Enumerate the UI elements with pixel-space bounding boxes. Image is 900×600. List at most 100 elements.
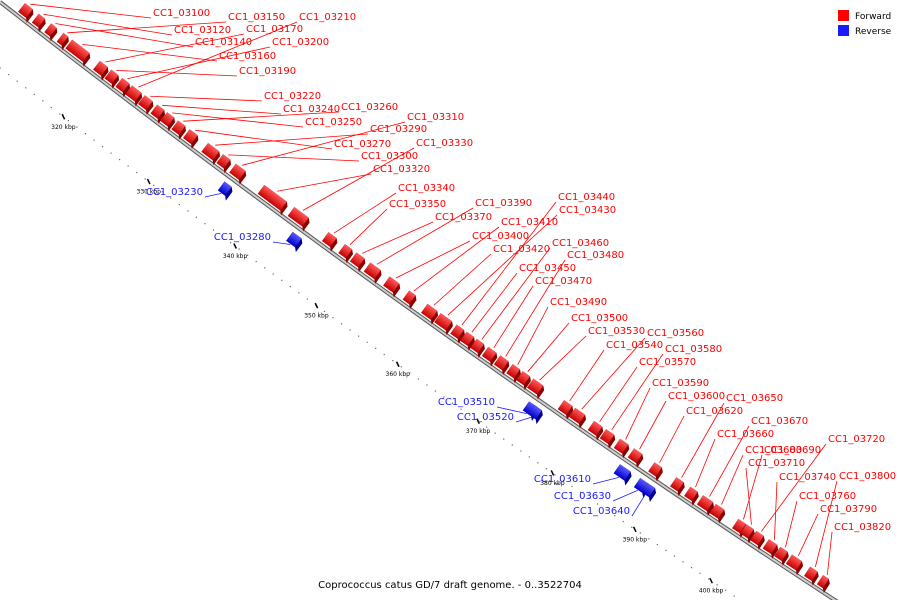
gene-cc1-03210[interactable] [123,85,144,107]
gene-cc1-03740[interactable] [761,539,780,559]
gene-cc1-03820[interactable] [815,575,832,593]
gene-cc1-03450[interactable] [458,331,477,351]
gene-cc1-03250[interactable] [158,112,177,132]
label-cc1-03640-leader [631,494,646,517]
scale-minor-tick [417,378,419,380]
gene-cc1-03480[interactable] [492,355,511,376]
gene-cc1-03560[interactable] [567,407,588,429]
gene-cc1-03600[interactable] [626,448,645,468]
label-cc1-03190-leader [116,69,238,77]
gene-cc1-03390[interactable] [362,262,384,284]
scale-minor-tick [562,479,565,482]
gene-cc1-03660[interactable] [682,486,700,506]
gene-cc1-03150[interactable] [55,32,71,51]
scale-minor-tick [332,317,334,319]
gene-cc1-03520[interactable] [526,405,545,425]
label-cc1-03200-leader [127,46,271,80]
label-cc1-03280-leader [272,241,291,245]
gene-cc1-03340[interactable] [320,232,339,252]
gene-cc1-03400[interactable] [381,276,402,298]
gene-cc1-03500[interactable] [514,371,533,391]
gene-cc1-03710[interactable] [738,524,756,544]
gene-cc1-03320[interactable] [256,184,290,216]
gene-cc1-03270[interactable] [181,129,201,149]
gene-cc1-03140[interactable] [42,23,59,42]
scale-minor-tick [247,254,249,256]
gene-cc1-03240[interactable] [148,104,167,124]
gene-cc1-03190[interactable] [102,69,121,89]
gene-cc1-03170[interactable] [91,60,111,81]
gene-cc1-03580[interactable] [598,429,617,449]
gene-cc1-03220[interactable] [136,95,156,115]
scale-minor-tick [443,396,445,398]
gene-cc1-03570[interactable] [586,420,605,441]
scale-minor-tick [426,384,428,386]
label-cc1-03760-leader [784,500,798,548]
scale-minor-tick [511,444,513,446]
gene-cc1-03290[interactable] [199,143,222,166]
label-cc1-03230-leader [204,192,222,198]
label-cc1-03240-leader [162,104,282,115]
label-cc1-03470: CC1_03470 [535,276,592,287]
scale-minor-tick [434,390,437,392]
scale-minor-tick [494,432,496,434]
gene-cc1-03670[interactable] [695,495,716,516]
scale-tick-label: 340 kbp [223,253,248,260]
gene-cc1-03440[interactable] [448,324,467,344]
gene-cc1-03610[interactable] [612,464,634,486]
label-cc1-03400-leader [395,240,471,279]
gene-cc1-03350[interactable] [336,244,355,264]
label-cc1-03680: CC1_03680 [745,445,802,456]
gene-cc1-03490[interactable] [504,364,523,384]
label-cc1-03740-leader [774,481,778,540]
scale-minor-tick [400,366,402,368]
gene-cc1-03540[interactable] [556,400,575,420]
label-cc1-03590-leader [625,387,651,440]
scale-major-tick [233,243,237,249]
label-cc1-03170: CC1_03170 [246,24,303,35]
label-cc1-03420-leader [433,253,492,306]
label-cc1-03670: CC1_03670 [751,416,808,427]
gene-cc1-03640[interactable] [640,483,658,503]
label-cc1-03620-leader [659,415,685,463]
gene-cc1-03720[interactable] [748,530,766,550]
scale-minor-tick [597,503,599,505]
gene-cc1-03410[interactable] [401,290,419,310]
scale-minor-tick [221,235,223,237]
gene-cc1-03160[interactable] [63,39,92,67]
gene-cc1-03800[interactable] [802,566,820,586]
gene-cc1-03200[interactable] [113,77,132,98]
gene-cc1-03330[interactable] [286,207,312,232]
gene-cc1-03680[interactable] [708,503,727,524]
label-cc1-03450-leader [471,272,518,333]
gene-cc1-03300[interactable] [214,154,233,174]
gene-cc1-03790[interactable] [784,554,805,576]
gene-cc1-03430[interactable] [432,313,455,336]
scale-minor-tick [153,184,155,186]
gene-cc1-03280[interactable] [284,231,304,253]
gene-cc1-03620[interactable] [646,462,664,482]
gene-cc1-03370[interactable] [348,252,367,273]
label-cc1-03270-leader [195,129,333,150]
gene-cc1-03310[interactable] [227,163,248,185]
gene-cc1-03120[interactable] [30,13,48,33]
scale-minor-tick [682,561,684,563]
label-cc1-03610: CC1_03610 [534,474,591,485]
scale-minor-tick [571,485,573,488]
label-cc1-03440-leader [461,201,557,326]
scale-minor-tick [144,178,146,180]
gene-cc1-03420[interactable] [419,303,440,325]
gene-cc1-03650[interactable] [668,477,686,497]
gene-cc1-03100[interactable] [16,3,36,23]
gene-cc1-03530[interactable] [525,378,546,400]
gene-cc1-03470[interactable] [480,346,499,367]
gene-cc1-03760[interactable] [772,546,790,566]
gene-cc1-03230[interactable] [216,181,235,201]
label-cc1-03600: CC1_03600 [668,391,725,402]
gene-cc1-03590[interactable] [612,438,631,459]
gene-cc1-03260[interactable] [169,120,188,140]
label-cc1-03310: CC1_03310 [407,112,464,123]
scale-minor-tick [93,139,95,141]
scale-tick-label: 320 kbp [51,124,76,131]
gene-cc1-03460[interactable] [468,338,487,358]
